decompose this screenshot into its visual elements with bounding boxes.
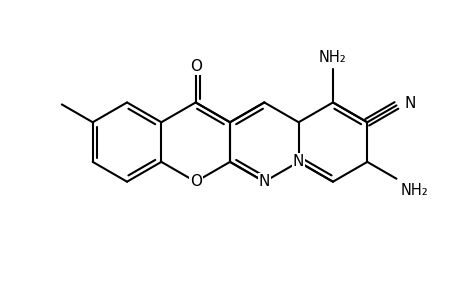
Text: N: N (403, 96, 415, 111)
Text: O: O (189, 174, 201, 189)
Text: NH₂: NH₂ (399, 183, 427, 198)
Text: O: O (189, 59, 201, 74)
Text: N: N (292, 154, 304, 169)
Text: N: N (258, 174, 269, 189)
Text: NH₂: NH₂ (319, 50, 346, 65)
